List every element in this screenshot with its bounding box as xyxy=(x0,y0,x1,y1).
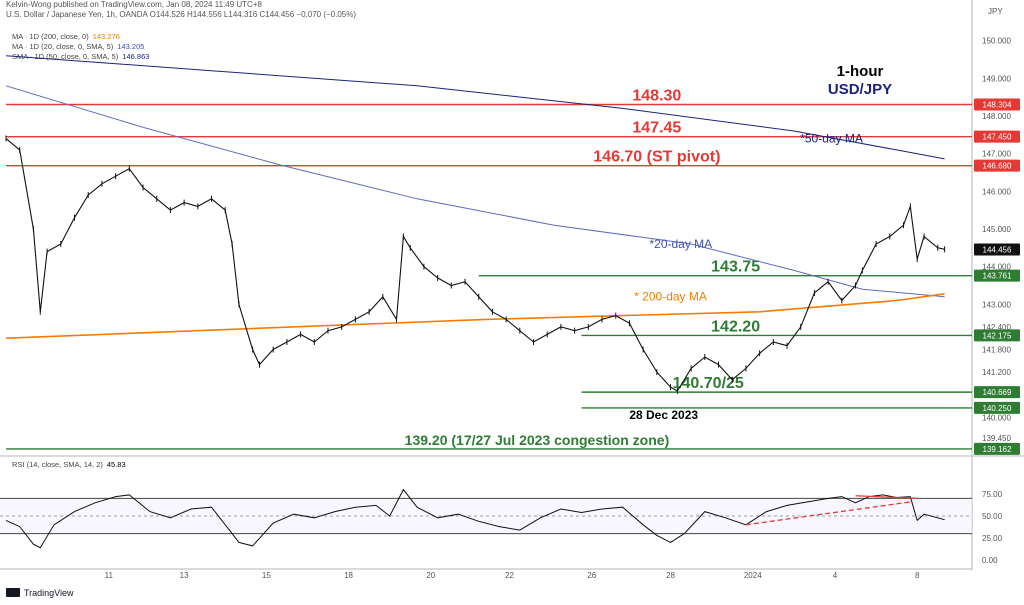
level-tag-label: 143.761 xyxy=(983,272,1012,281)
level-tag-label: 147.450 xyxy=(983,133,1012,142)
time-tick-label: 4 xyxy=(833,571,838,580)
moving-averages xyxy=(5,55,945,339)
support-resistance-levels: 148.30 147.45 146.70 (ST pivot) 143.75 142.2… xyxy=(6,87,972,450)
ma20-line xyxy=(5,85,945,298)
indicator-value: 143.205 xyxy=(117,42,145,51)
indicator-sma50-legend[interactable]: SMA · 1D (50, close, 0, SMA, 5) 146.863 xyxy=(12,52,149,61)
chart-subtitle: USD/JPY xyxy=(828,81,892,98)
time-tick-label: 13 xyxy=(180,571,189,580)
level-tag-label: 148.304 xyxy=(983,100,1012,109)
price-tick-label: 140.000 xyxy=(982,413,1011,422)
price-series xyxy=(5,135,946,394)
level-tag xyxy=(974,329,1020,342)
rsi-trendline xyxy=(855,495,918,500)
rsi-line xyxy=(5,488,945,549)
level-tag xyxy=(974,98,1020,111)
level-tag xyxy=(974,130,1020,143)
tradingview-icon xyxy=(6,588,20,597)
annotation-label: 28 Dec 2023 xyxy=(629,408,698,422)
indicator-label: MA · 1D (200, close, 0) xyxy=(12,32,89,41)
time-tick-label: 20 xyxy=(426,571,435,580)
indicator-label: SMA · 1D (50, close, 0, SMA, 5) xyxy=(12,52,119,61)
time-tick-label: 11 xyxy=(105,571,114,580)
price-tick-label: 142.400 xyxy=(982,323,1011,332)
annotation-label: * 200-day MA xyxy=(634,290,707,304)
brand-name: TradingView xyxy=(24,588,74,598)
level-label: 146.70 (ST pivot) xyxy=(593,149,720,166)
time-tick-label: 15 xyxy=(262,571,271,580)
level-tag xyxy=(974,401,1020,414)
level-label: 139.20 (17/27 Jul 2023 congestion zone) xyxy=(405,432,670,448)
level-tag-label: 142.175 xyxy=(983,331,1012,340)
rsi-trendline xyxy=(745,501,911,526)
rsi-value: 45.83 xyxy=(106,460,126,469)
rsi-panel: 75.00 50.00 25.00 0.00 xyxy=(0,488,1003,565)
rsi-tick-label: 0.00 xyxy=(982,556,998,565)
indicator-label: MA · 1D (20, close, 0, SMA, 5) xyxy=(12,42,114,51)
tradingview-logo[interactable]: TradingView xyxy=(6,588,74,598)
time-tick-label: 8 xyxy=(915,571,920,580)
chart-annotations: *50-day MA *20-day MA * 200-day MA 28 Dec 2… xyxy=(629,131,863,422)
indicator-value: 146.863 xyxy=(122,52,150,61)
publisher-line: Kelvin-Wong published on TradingView.com… xyxy=(6,0,262,9)
indicator-ma200-legend[interactable]: MA · 1D (200, close, 0) 143.276 xyxy=(12,32,120,41)
level-label: 142.20 xyxy=(711,318,760,335)
price-tick-label: 149.000 xyxy=(982,74,1011,83)
rsi-tick-label: 25.00 xyxy=(982,534,1003,543)
price-tick-label: 143.000 xyxy=(982,300,1011,309)
level-label: 147.45 xyxy=(632,120,681,137)
ma200-line xyxy=(5,293,945,339)
price-tick-label: 144.000 xyxy=(982,263,1011,272)
level-tag xyxy=(974,386,1020,399)
ma50-line xyxy=(5,55,945,160)
price-tick-label: 146.000 xyxy=(982,187,1011,196)
time-tick-label: 22 xyxy=(505,571,514,580)
level-tag xyxy=(974,269,1020,282)
indicator-ma20-legend[interactable]: MA · 1D (20, close, 0, SMA, 5) 143.205 xyxy=(12,42,144,51)
price-tick-label: 145.000 xyxy=(982,225,1011,234)
last-price-tag xyxy=(974,243,1020,256)
time-tick-label: 28 xyxy=(666,571,675,580)
time-tick-label: 26 xyxy=(587,571,596,580)
level-label: 143.75 xyxy=(711,259,760,276)
currency-label: JPY xyxy=(988,7,1003,16)
level-tag-label: 140.250 xyxy=(983,404,1012,413)
level-tag-label: 139.162 xyxy=(983,445,1012,454)
level-tag-label: 146.680 xyxy=(983,162,1012,171)
price-tick-label: 141.800 xyxy=(982,346,1011,355)
annotation-label: *50-day MA xyxy=(800,131,863,145)
level-tag-label: 140.669 xyxy=(983,388,1012,397)
indicator-value: 143.276 xyxy=(92,32,120,41)
level-label: 148.30 xyxy=(632,87,681,104)
level-label: 140.70/25 xyxy=(673,375,744,392)
rsi-legend[interactable]: RSI (14, close, SMA, 14, 2) 45.83 xyxy=(12,460,126,469)
last-price-label: 144.456 xyxy=(983,245,1012,254)
price-tick-label: 148.000 xyxy=(982,112,1011,121)
time-tick-label: 18 xyxy=(344,571,353,580)
time-axis: 11 13 15 18 20 22 26 28 2024 4 8 xyxy=(105,571,920,580)
level-tag xyxy=(974,442,1020,455)
level-tag xyxy=(974,159,1020,172)
symbol-line: U.S. Dollar / Japanese Yen, 1h, OANDA O1… xyxy=(6,10,357,19)
price-line xyxy=(5,138,945,392)
price-tick-label: 150.000 xyxy=(982,37,1011,46)
time-tick-label: 2024 xyxy=(744,571,762,580)
chart-title: 1-hour xyxy=(837,63,884,80)
rsi-tick-label: 75.00 xyxy=(982,490,1003,499)
price-tick-label: 141.200 xyxy=(982,368,1011,377)
price-axis: 150.000 149.000 148.000 147.000 146.000 145.0… xyxy=(974,7,1020,455)
rsi-label: RSI (14, close, SMA, 14, 2) xyxy=(12,460,103,469)
annotation-label: *20-day MA xyxy=(649,237,712,251)
price-tick-label: 147.000 xyxy=(982,150,1011,159)
rsi-tick-label: 50.00 xyxy=(982,512,1003,521)
chart-grid xyxy=(0,0,1024,570)
price-tick-label: 139.450 xyxy=(982,434,1011,443)
